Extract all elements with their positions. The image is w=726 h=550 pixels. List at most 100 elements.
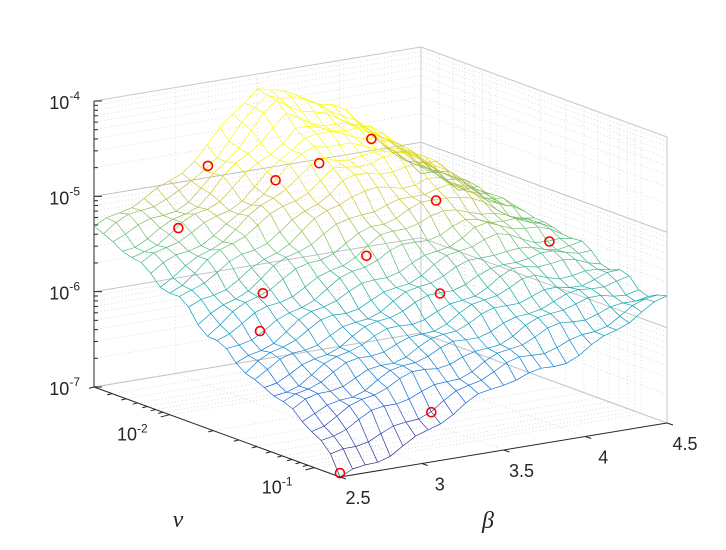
z-grid-line <box>421 51 667 141</box>
mesh-segment <box>283 90 292 98</box>
nu-tick <box>121 399 126 400</box>
z-tick-label: 10-4 <box>49 89 80 113</box>
mesh-segment <box>375 395 385 406</box>
mesh-segment <box>337 301 347 314</box>
mesh-segment <box>362 156 371 164</box>
mesh-segment <box>450 304 460 313</box>
mesh-segment <box>280 303 289 313</box>
mesh-segment <box>582 286 591 289</box>
mesh-segment <box>519 355 532 356</box>
mesh-segment <box>107 218 116 223</box>
mesh-segment <box>286 386 299 392</box>
mesh-segment <box>198 256 207 259</box>
mesh-segment <box>390 187 403 188</box>
mesh-segment <box>324 224 337 234</box>
mesh-segment <box>412 195 425 197</box>
mesh-segment <box>475 296 485 300</box>
mesh-segment <box>163 211 176 215</box>
mesh-segment <box>513 267 526 269</box>
mesh-segment <box>346 128 359 131</box>
mesh-segment <box>334 363 347 372</box>
mesh-segment <box>356 319 369 322</box>
mesh-segment <box>302 359 315 365</box>
mesh-segment <box>339 145 349 161</box>
mesh-segment <box>267 303 280 307</box>
mesh-segment <box>195 260 208 274</box>
mesh-segment <box>378 321 388 328</box>
mesh-segment <box>409 202 422 209</box>
mesh-segment <box>352 267 365 271</box>
mesh-segment <box>503 265 512 269</box>
mesh-segment <box>453 219 466 226</box>
mesh-segment <box>157 235 170 246</box>
mesh-segment <box>617 281 626 295</box>
mesh-segment <box>220 250 230 262</box>
mesh-segment <box>252 268 262 279</box>
mesh-segment <box>292 98 302 111</box>
mesh-segment <box>353 397 362 399</box>
mesh-segment <box>425 189 438 195</box>
mesh-segment <box>233 188 242 201</box>
mesh-segment <box>507 306 517 317</box>
mesh-segment <box>459 197 472 198</box>
mesh-segment <box>227 345 240 349</box>
mesh-segment <box>519 248 528 258</box>
mesh-segment <box>601 264 610 270</box>
mesh-segment <box>444 276 454 291</box>
mesh-segment <box>371 157 384 164</box>
mesh-segment <box>214 162 227 174</box>
mesh-segment <box>519 247 532 248</box>
mesh-segment <box>292 150 302 154</box>
nu-grid-line <box>315 414 642 468</box>
mesh-segment <box>211 313 220 324</box>
mesh-segment <box>179 290 192 296</box>
mesh-segment <box>535 328 548 337</box>
mesh-segment <box>387 379 400 389</box>
mesh-segment <box>557 348 567 364</box>
mesh-segment <box>217 334 230 341</box>
mesh-segment <box>242 108 255 123</box>
mesh-segment <box>491 323 504 332</box>
mesh-segment <box>551 264 560 279</box>
mesh-segment <box>299 165 312 177</box>
mesh-segment <box>374 336 383 352</box>
mesh-segment <box>305 399 314 414</box>
z-grid-line <box>421 76 667 166</box>
mesh-segment <box>170 174 183 181</box>
mesh-segment <box>151 273 160 287</box>
mesh-segment <box>362 212 375 215</box>
mesh-segment <box>230 262 239 280</box>
mesh-segment <box>274 266 284 279</box>
mesh-segment <box>299 311 312 319</box>
mesh-segment <box>412 325 422 335</box>
mesh-segment <box>233 312 243 324</box>
mesh-segment <box>362 280 375 284</box>
mesh-segment <box>406 292 415 303</box>
mesh-segment <box>393 229 406 231</box>
mesh-segment <box>192 233 202 246</box>
mesh-segment <box>528 259 538 268</box>
mesh-segment <box>396 218 406 229</box>
beta-grid-line <box>176 374 422 464</box>
mesh-segment <box>286 332 296 340</box>
mesh-segment <box>270 155 280 160</box>
mesh-segment <box>399 272 409 284</box>
mesh-segment <box>324 234 334 254</box>
mesh-segment <box>292 220 302 231</box>
mesh-segment <box>126 225 139 234</box>
mesh-segment <box>475 222 488 227</box>
mesh-segment <box>283 269 296 279</box>
mesh-segment <box>239 279 249 291</box>
mesh-segment <box>428 178 437 188</box>
mesh-segment <box>387 199 400 205</box>
mesh-segment <box>314 112 327 114</box>
mesh-segment <box>434 382 447 385</box>
mesh-segment <box>497 210 510 217</box>
mesh-segment <box>330 194 339 205</box>
mesh-segment <box>305 287 315 300</box>
mesh-segment <box>214 236 223 242</box>
mesh-segment <box>519 303 528 313</box>
beta-tick-label: 3 <box>435 475 445 495</box>
mesh-segment <box>173 214 186 219</box>
mesh-segment <box>346 419 359 429</box>
